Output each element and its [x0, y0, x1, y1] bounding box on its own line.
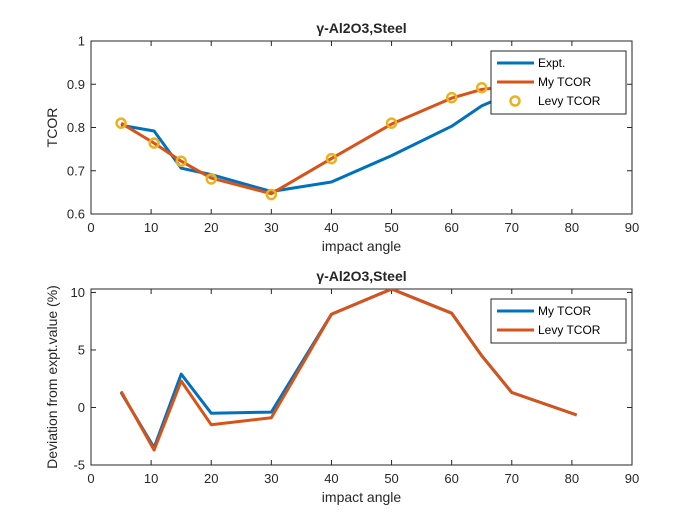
top-levy-tcor-point	[475, 81, 488, 94]
bottom-chart-title: γ-Al2O3,Steel	[316, 268, 406, 284]
bottom-x-tick-label: 30	[264, 471, 278, 486]
top-legend: Expt. My TCOR Levy TCOR	[490, 50, 627, 115]
top-levy-tcor-point	[325, 152, 338, 165]
top-chart-panel: 0 10 20 30 40 50 60 70 80 90 0.6 0.7 0.8 0.9 1 impact a…	[44, 20, 639, 254]
top-x-tick-label: 0	[87, 220, 94, 235]
top-x-tick-label: 20	[204, 220, 218, 235]
top-legend-swatch-levy-tcor	[509, 95, 521, 107]
bottom-x-tick-label: 10	[144, 471, 158, 486]
top-x-tick-label: 10	[144, 220, 158, 235]
top-x-tick-label: 50	[384, 220, 398, 235]
top-y-tick-label: 0.9	[67, 77, 85, 92]
top-y-axis-label: TCOR	[44, 108, 60, 148]
top-x-tick-label: 90	[625, 220, 639, 235]
bottom-x-tick-label: 90	[625, 471, 639, 486]
top-levy-tcor-point	[265, 188, 278, 201]
bottom-y-tick-label: 5	[78, 342, 85, 357]
top-legend-label-levy-tcor: Levy TCOR	[538, 94, 601, 108]
bottom-x-axis-label: impact angle	[322, 489, 402, 505]
bottom-x-tick-label: 40	[324, 471, 338, 486]
top-x-tick-label: 60	[444, 220, 458, 235]
bottom-legend-label-my-tcor: My TCOR	[538, 304, 591, 318]
bottom-y-tick-label: 10	[71, 285, 85, 300]
top-legend-label-expt: Expt.	[538, 56, 565, 70]
top-y-tick-label: 0.6	[67, 207, 85, 222]
bottom-data-layer	[119, 289, 578, 452]
top-levy-tcor-point	[115, 117, 127, 129]
bottom-x-tick-label: 20	[204, 471, 218, 486]
top-legend-label-my-tcor: My TCOR	[538, 75, 591, 89]
top-y-tick-label: 0.7	[67, 163, 85, 178]
top-chart-title: γ-Al2O3,Steel	[316, 20, 406, 36]
bottom-y-axis-label: Deviation from expt.value (%)	[44, 285, 60, 469]
top-y-tick-label: 0.8	[67, 120, 85, 135]
bottom-legend: My TCOR Levy TCOR	[490, 298, 627, 344]
top-x-tick-label: 40	[324, 220, 338, 235]
top-levy-tcor-point	[445, 91, 458, 104]
bottom-legend-label-levy-tcor: Levy TCOR	[538, 323, 601, 337]
top-levy-tcor-point	[175, 155, 187, 167]
top-x-tick-label: 30	[264, 220, 278, 235]
top-levy-tcor-point	[385, 117, 398, 129]
top-x-tick-label: 70	[505, 220, 519, 235]
bottom-x-tick-label: 80	[565, 471, 579, 486]
bottom-levy-tcor-line	[119, 289, 578, 452]
bottom-legend-box	[490, 298, 627, 344]
bottom-x-tick-label: 0	[87, 471, 94, 486]
bottom-y-tick-label: 0	[78, 400, 85, 415]
top-levy-tcor-point	[148, 137, 160, 149]
bottom-x-tick-label: 70	[505, 471, 519, 486]
bottom-y-tick-label: -5	[73, 458, 85, 473]
bottom-x-tick-label: 50	[384, 471, 398, 486]
top-x-tick-label: 80	[565, 220, 579, 235]
top-y-tick-label: 1	[78, 34, 85, 49]
top-levy-tcor-point	[205, 173, 217, 185]
top-x-axis-label: impact angle	[322, 238, 402, 254]
bottom-x-tick-label: 60	[444, 471, 458, 486]
